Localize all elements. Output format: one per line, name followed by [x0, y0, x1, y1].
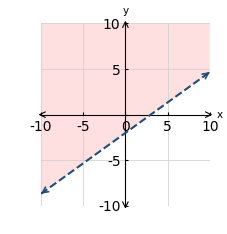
Polygon shape: [41, 23, 209, 194]
Text: x: x: [216, 110, 222, 120]
Text: y: y: [122, 6, 128, 16]
